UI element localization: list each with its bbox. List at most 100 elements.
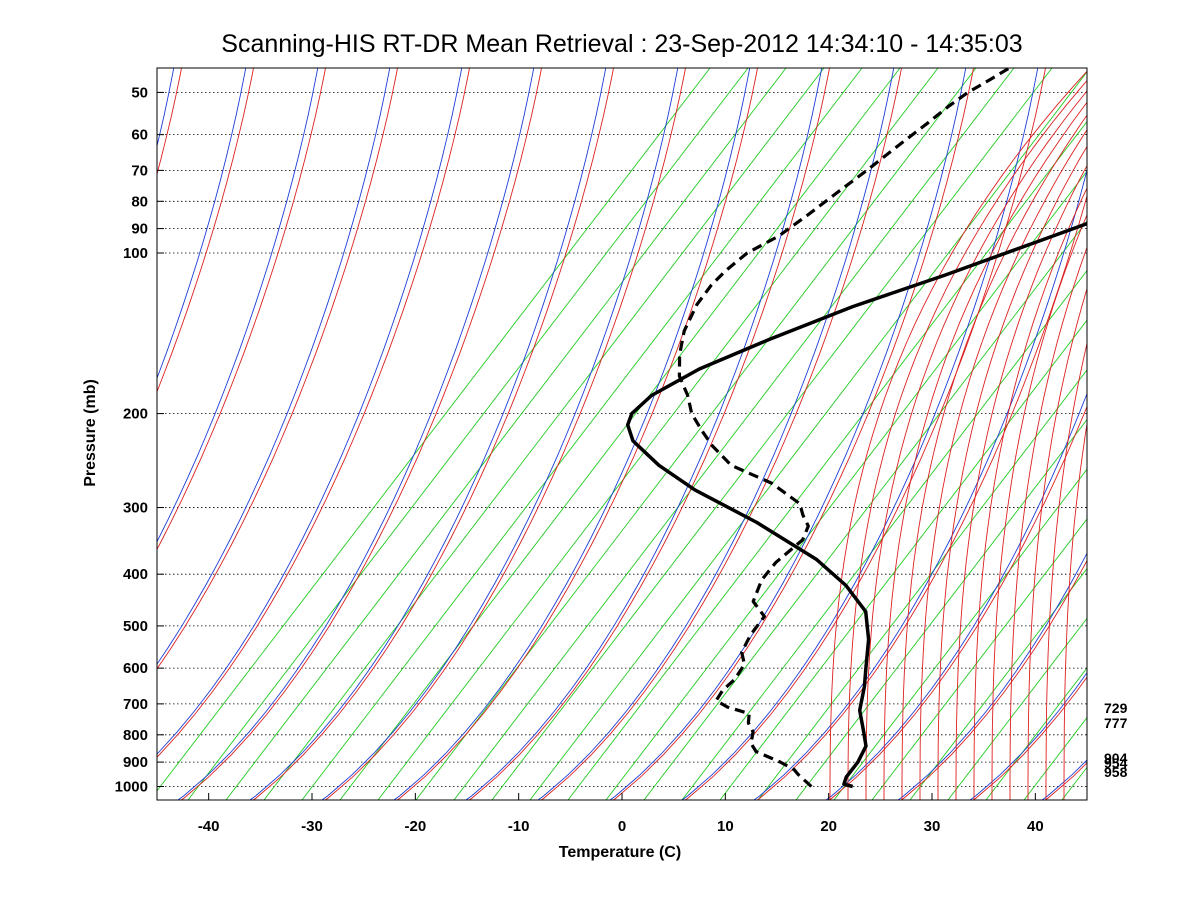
isotherm-line (1100, 68, 1200, 800)
dewpoint-trace (677, 68, 1011, 788)
dry-adiabat (537, 68, 895, 800)
isotherm-line (795, 418, 1087, 800)
x-tick-label: 40 (1027, 818, 1044, 835)
moist-adiabat (157, 68, 398, 670)
moist-adiabat (901, 114, 1087, 800)
y-tick-label: 60 (131, 127, 148, 144)
moist-adiabat (324, 68, 686, 800)
moist-adiabat (157, 68, 470, 758)
isotherm-line (339, 68, 901, 800)
dry-adiabat (177, 68, 535, 800)
moist-adiabat (972, 676, 1087, 800)
right-level-label: 729 (1104, 700, 1128, 716)
isotherm-line (719, 319, 1087, 800)
isotherm-line (643, 220, 1087, 800)
isotherm-line (1176, 68, 1200, 800)
moist-adiabat (865, 90, 1087, 800)
moist-adiabat (828, 405, 1087, 800)
y-tick-label: 300 (123, 500, 148, 517)
dry-adiabat (609, 68, 967, 800)
isotherm-line (187, 68, 749, 800)
y-tick-label: 600 (123, 660, 148, 677)
y-tick-label: 90 (131, 221, 148, 238)
x-tick-label: 0 (618, 818, 626, 835)
moist-adiabat (1009, 246, 1087, 800)
moist-adiabat (955, 164, 1087, 800)
y-tick-label: 700 (123, 696, 148, 713)
moist-adiabat (1063, 421, 1087, 800)
moist-adiabat (252, 68, 614, 800)
y-tick-label: 1000 (115, 778, 148, 795)
dry-adiabat (157, 68, 463, 755)
isotherm-line (453, 68, 1015, 800)
isotherm-line (377, 68, 939, 800)
x-axis-label: Temperature (C) (559, 844, 681, 861)
dry-adiabat (465, 68, 823, 800)
dry-adiabat (1041, 759, 1087, 800)
moist-adiabat (937, 145, 1087, 800)
y-tick-label: 500 (123, 618, 148, 635)
dry-adiabat (249, 68, 607, 800)
isotherm-line (567, 120, 1087, 800)
moist-adiabat (919, 129, 1087, 800)
moist-adiabat (157, 68, 182, 176)
dry-adiabat (393, 68, 751, 800)
moist-adiabat (1030, 10, 1200, 862)
isotherm-line (157, 68, 711, 792)
y-tick-label: 200 (123, 406, 148, 423)
moist-adiabat (180, 68, 542, 800)
moist-adiabat (1102, 10, 1200, 862)
moist-adiabat (0, 10, 118, 862)
isotherm-line (225, 68, 787, 800)
moist-adiabat (883, 101, 1087, 800)
isotherm-line (301, 68, 863, 800)
dry-adiabat (753, 168, 1087, 800)
isotherm-line (529, 71, 1087, 800)
right-level-label: 954 (1104, 755, 1128, 771)
temperature-trace (625, 221, 1087, 789)
chart-title: Scanning-HIS RT-DR Mean Retrieval : 23-S… (221, 30, 1022, 58)
y-tick-label: 400 (123, 566, 148, 583)
moist-adiabat (396, 68, 758, 800)
isotherm-line (985, 667, 1087, 800)
x-tick-label: 10 (717, 818, 734, 835)
dry-adiabat (1030, 8, 1200, 860)
isotherm-line (263, 68, 825, 800)
dry-adiabat (157, 68, 391, 665)
moist-adiabat (991, 213, 1087, 800)
dry-adiabat (1102, 8, 1200, 860)
isotherm-line (491, 68, 1053, 800)
moist-adiabat (540, 68, 902, 800)
isotherm-line (605, 170, 1087, 800)
isotherm-line (871, 518, 1087, 800)
isotherm-line (833, 468, 1087, 800)
x-tick-label: -40 (198, 818, 220, 835)
plot-frame (156, 67, 1088, 801)
x-tick-label: 20 (820, 818, 837, 835)
moist-adiabat (468, 68, 830, 800)
y-tick-label: 100 (123, 245, 148, 262)
isotherm-line (415, 68, 977, 800)
plot-area (0, 8, 1200, 862)
dry-adiabat (897, 552, 1087, 800)
moist-adiabat (900, 559, 1087, 800)
dry-adiabat (157, 68, 247, 380)
moist-adiabat (1044, 762, 1087, 800)
x-tick-label: -30 (301, 818, 323, 835)
isotherm-line (909, 567, 1087, 800)
dry-adiabat (825, 392, 1087, 800)
dry-adiabat (681, 68, 1039, 800)
isotherm-line (947, 617, 1087, 800)
right-level-label: 904 (1104, 750, 1128, 766)
moist-adiabat (1045, 341, 1087, 800)
isotherm-line (1061, 766, 1087, 800)
moist-adiabat (829, 70, 1087, 800)
y-tick-label: 70 (131, 162, 148, 179)
moist-adiabat (958, 10, 1200, 862)
isotherm-line (1023, 716, 1087, 800)
moist-adiabat (157, 68, 326, 551)
dry-adiabat (157, 68, 319, 543)
x-tick-label: 30 (924, 818, 941, 835)
